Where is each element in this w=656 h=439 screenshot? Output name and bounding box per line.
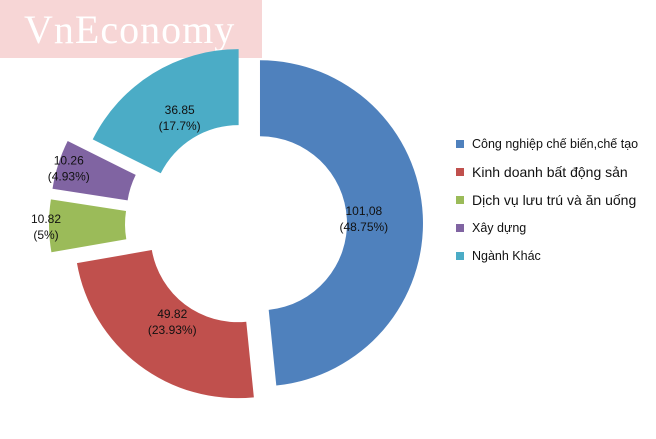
slice-data-label: 10.26 (4.93%) — [48, 154, 90, 184]
donut-slice — [92, 49, 239, 174]
donut-slice — [52, 141, 136, 201]
legend-label: Ngành Khác — [472, 249, 541, 263]
legend-label: Xây dựng — [472, 221, 527, 235]
watermark-banner: VnEconomy — [0, 0, 262, 58]
legend-label: Dịch vụ lưu trú và ăn uống — [472, 192, 637, 208]
legend-label: Kinh doanh bất động sản — [472, 164, 628, 180]
legend-swatch — [456, 252, 464, 260]
legend-item-xay-dung: Xây dựng — [456, 218, 656, 246]
legend-item-cong-nghiep: Công nghiệp chế biến,chế tạo — [456, 134, 656, 162]
legend-swatch — [456, 196, 464, 204]
legend-swatch — [456, 140, 464, 148]
legend-item-dich-vu: Dịch vụ lưu trú và ăn uống — [456, 190, 656, 218]
chart-legend: Công nghiệp chế biến,chế tạo Kinh doanh … — [456, 134, 656, 274]
slice-data-label: 10.82 (5%) — [31, 212, 61, 242]
legend-swatch — [456, 168, 464, 176]
donut-slice — [259, 60, 423, 386]
legend-item-nganh-khac: Ngành Khác — [456, 246, 656, 274]
slice-data-label: 36.85 (17.7%) — [159, 103, 201, 133]
donut-slice — [76, 250, 254, 399]
donut-slice — [49, 199, 127, 253]
slice-data-label: 101,08 (48.75%) — [339, 204, 388, 234]
legend-item-kinh-doanh-bds: Kinh doanh bất động sản — [456, 162, 656, 190]
legend-swatch — [456, 224, 464, 232]
legend-label: Công nghiệp chế biến,chế tạo — [472, 137, 639, 151]
slice-data-label: 49.82 (23.93%) — [148, 307, 197, 337]
watermark-text: VnEconomy — [24, 7, 236, 52]
